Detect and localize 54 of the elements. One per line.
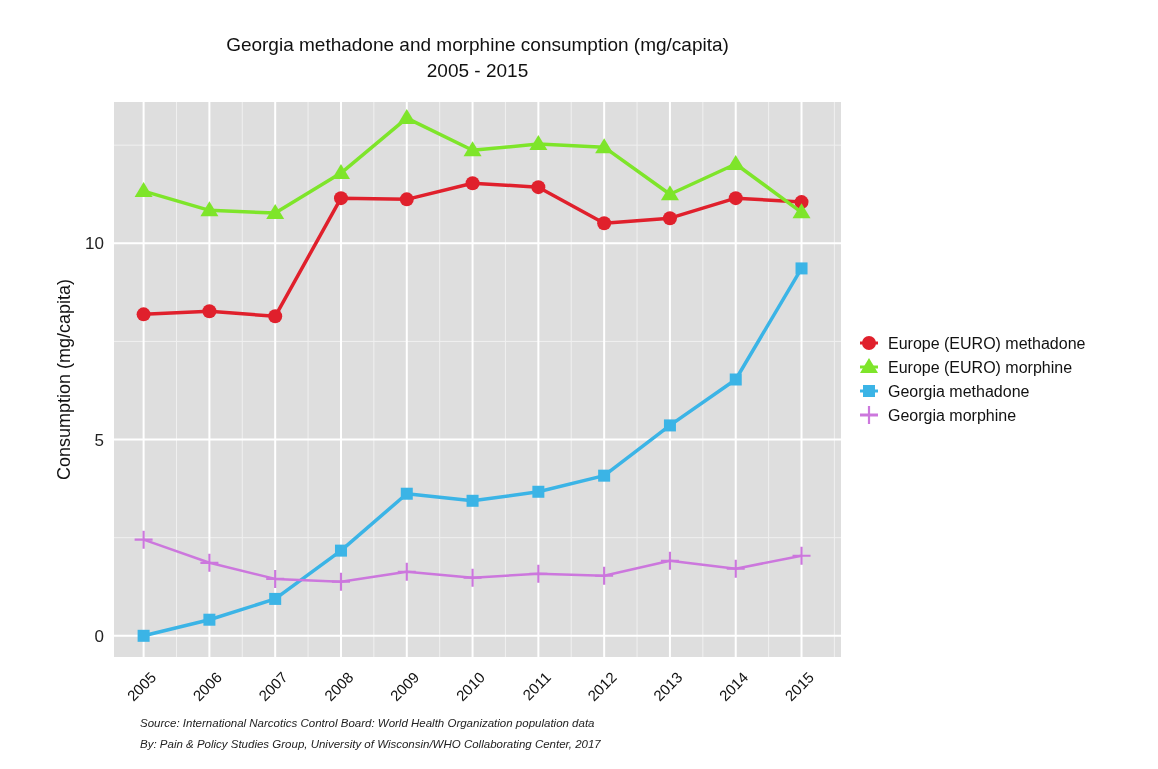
point: [265, 568, 286, 589]
point: [199, 552, 220, 573]
point: [137, 629, 150, 642]
point: [396, 561, 417, 582]
point: [529, 135, 548, 150]
y-axis-title: Consumption (mg/capita): [54, 278, 74, 481]
point: [725, 558, 746, 579]
chart-title: Georgia methadone and morphine consumption (mg/capita): [226, 34, 729, 55]
point: [466, 494, 479, 507]
point: [532, 485, 545, 498]
point: [531, 180, 546, 195]
chart-subtitle: 2005 - 2015: [426, 60, 529, 81]
y-tick-label: 0: [94, 626, 104, 646]
source-note: Source: International Narcotics Control Board: World Health Organization population data: [140, 717, 595, 729]
point: [728, 191, 743, 206]
point: [597, 216, 612, 231]
point: [659, 550, 681, 571]
point: [269, 592, 282, 605]
point: [203, 613, 216, 626]
y-tick-label: 5: [94, 430, 104, 450]
point: [465, 176, 480, 191]
point: [463, 141, 482, 157]
text: By: Pain & Policy Studies Group, University of Wisconsin/WHO Collaborating Center, 2017: [140, 738, 602, 750]
point: [729, 373, 742, 386]
point: [663, 419, 676, 432]
point: [202, 304, 217, 319]
point: [595, 138, 614, 154]
point: [399, 192, 414, 207]
point: [397, 109, 416, 125]
point: [528, 563, 549, 584]
point: [334, 544, 347, 557]
point: [594, 565, 615, 586]
point: [662, 211, 677, 226]
legend-label: Europe (EURO) morphine: [888, 358, 1073, 376]
point: [660, 185, 679, 201]
point: [792, 203, 811, 219]
point: [266, 204, 285, 220]
legend-label: Georgia methadone: [888, 382, 1030, 400]
point: [598, 469, 611, 482]
legend-label: Georgia morphine: [888, 406, 1017, 424]
point: [200, 201, 219, 217]
point: [795, 262, 808, 275]
point: [268, 309, 283, 324]
point: [791, 545, 812, 566]
y-tick-label: 10: [85, 234, 104, 254]
point: [134, 182, 153, 198]
point: [333, 191, 348, 206]
point: [462, 567, 483, 588]
point: [726, 155, 745, 171]
point: [330, 571, 352, 592]
legend-label: Europe (EURO) methadone: [888, 334, 1086, 352]
point: [400, 487, 413, 500]
point: [133, 529, 154, 550]
point: [136, 307, 151, 322]
